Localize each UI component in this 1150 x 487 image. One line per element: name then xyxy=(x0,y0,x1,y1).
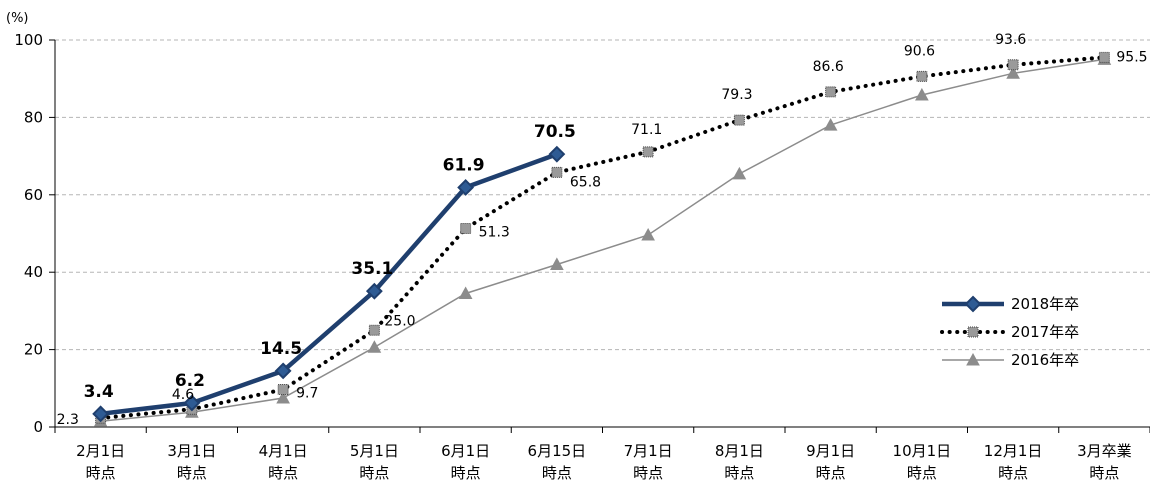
legend-marker xyxy=(967,326,979,338)
data-label: 51.3 xyxy=(479,224,510,240)
data-point-1-4 xyxy=(460,222,472,234)
x-tick-label: 時点 xyxy=(542,464,572,482)
y-tick-label: 60 xyxy=(24,186,43,204)
x-tick-label: 7月1日 xyxy=(624,442,673,460)
x-tick-label: 時点 xyxy=(724,464,754,482)
data-point-0-2 xyxy=(274,362,292,380)
legend-label: 2016年卒 xyxy=(1011,351,1079,369)
legend-label: 2018年卒 xyxy=(1011,295,1079,313)
data-point-1-7 xyxy=(733,114,745,126)
data-label: 6.2 xyxy=(175,371,205,391)
data-label: 3.4 xyxy=(84,382,114,402)
y-tick-label: 40 xyxy=(24,263,43,281)
series-line-1 xyxy=(98,55,1107,421)
series-line-2 xyxy=(100,58,1105,422)
data-point-0-4 xyxy=(457,179,475,196)
legend-marker xyxy=(964,295,982,313)
y-tick-label: 0 xyxy=(33,418,43,436)
data-point-1-6 xyxy=(642,146,654,158)
data-point-2-8 xyxy=(823,118,838,131)
x-tick-label: 12月1日 xyxy=(984,442,1043,460)
x-tick-label: 10月1日 xyxy=(893,442,952,460)
data-label: 14.5 xyxy=(260,339,302,359)
data-label: 65.8 xyxy=(570,174,601,190)
x-tick-label: 時点 xyxy=(816,464,846,482)
y-axis-unit-label: (%) xyxy=(6,11,29,26)
x-tick-label: 3月卒業 xyxy=(1077,442,1132,460)
data-point-0-0 xyxy=(92,405,110,423)
data-label: 25.0 xyxy=(384,313,415,329)
data-point-0-3 xyxy=(365,282,383,300)
x-tick-label: 9月1日 xyxy=(806,442,855,460)
data-point-2-2 xyxy=(276,390,290,404)
data-point-2-4 xyxy=(458,286,473,299)
x-tick-label: 時点 xyxy=(907,464,937,482)
data-label: 61.9 xyxy=(443,155,485,175)
data-point-1-5 xyxy=(551,166,563,178)
data-point-2-6 xyxy=(641,228,655,241)
legend: 2018年卒 2017年卒 2016年卒 xyxy=(940,295,1079,369)
gridlines xyxy=(55,39,1150,351)
x-tick-label: 6月15日 xyxy=(528,442,587,460)
data-point-2-10 xyxy=(1006,66,1020,79)
x-tick-label: 時点 xyxy=(998,464,1028,482)
data-point-1-10 xyxy=(1007,59,1019,71)
x-tick-label: 3月1日 xyxy=(167,442,216,460)
data-point-1-9 xyxy=(916,70,928,82)
data-point-1-3 xyxy=(368,324,380,336)
data-label: 95.5 xyxy=(1116,49,1147,65)
data-label: 93.6 xyxy=(995,32,1026,48)
y-tick-label: 20 xyxy=(24,341,43,359)
x-tick-label: 5月1日 xyxy=(350,442,399,460)
data-label: 35.1 xyxy=(351,259,393,279)
data-point-1-2 xyxy=(277,383,289,395)
y-tick-label: 80 xyxy=(24,108,43,126)
data-point-2-3 xyxy=(367,340,382,353)
legend-marker xyxy=(966,352,980,366)
x-tick-label: 時点 xyxy=(268,464,298,482)
y-axis-ticks: 0 20 40 60 80 100 xyxy=(14,31,55,436)
data-label: 86.6 xyxy=(813,59,844,75)
data-point-0-1 xyxy=(183,394,201,412)
data-labels: 2.3 4.6 9.7 25.0 51.3 65.8 71.1 79.3 86.6 90.6 93.… xyxy=(57,32,1148,428)
x-tick-label: 4月1日 xyxy=(259,442,308,460)
x-tick-label: 2月1日 xyxy=(76,442,125,460)
series-line-0 xyxy=(100,152,558,417)
data-point-0-5 xyxy=(548,145,566,163)
y-tick-label: 100 xyxy=(14,31,43,49)
data-label: 70.5 xyxy=(534,122,576,142)
data-point-2-7 xyxy=(732,166,747,180)
data-point-2-5 xyxy=(550,257,564,270)
x-tick-label: 時点 xyxy=(177,464,207,482)
axes xyxy=(54,40,1150,428)
data-label: 71.1 xyxy=(631,122,662,138)
x-tick-label: 時点 xyxy=(1089,464,1119,482)
x-tick-label: 時点 xyxy=(633,464,663,482)
x-tick-label: 6月1日 xyxy=(441,442,490,460)
data-point-1-8 xyxy=(825,86,837,98)
data-label: 2.3 xyxy=(57,412,79,428)
legend-label: 2017年卒 xyxy=(1011,323,1079,341)
x-tick-label: 8月1日 xyxy=(715,442,764,460)
x-tick-label: 時点 xyxy=(86,464,116,482)
data-label: 90.6 xyxy=(904,43,935,59)
data-label: 4.6 xyxy=(172,387,194,403)
data-label: 79.3 xyxy=(721,87,752,103)
series-group xyxy=(92,51,1112,427)
x-tick-label: 時点 xyxy=(451,464,481,482)
data-label: 9.7 xyxy=(296,385,318,401)
data-point-1-11 xyxy=(1098,51,1110,63)
x-tick-label: 時点 xyxy=(359,464,389,482)
data-point-2-9 xyxy=(915,87,929,101)
